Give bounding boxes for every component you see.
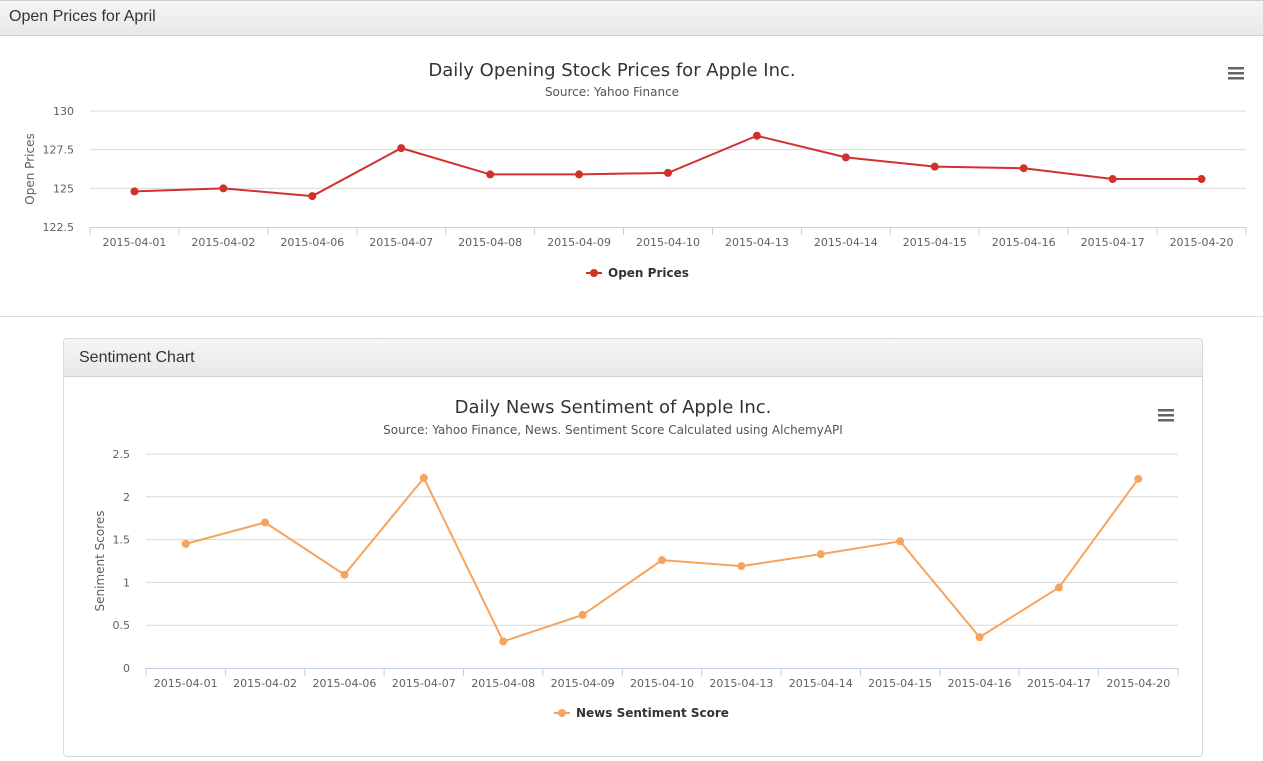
chart-title: Daily News Sentiment of Apple Inc. — [455, 397, 772, 418]
y-tick-label: 0.5 — [113, 619, 131, 632]
menu-icon-bar — [1228, 72, 1244, 75]
legend-marker — [590, 269, 598, 277]
y-tick-label: 2 — [123, 491, 130, 504]
data-point[interactable] — [486, 170, 495, 179]
data-point[interactable] — [575, 170, 584, 179]
data-point[interactable] — [841, 153, 850, 162]
x-tick-label: 2015-04-07 — [392, 677, 456, 690]
x-tick-label: 2015-04-06 — [312, 677, 376, 690]
legend-label[interactable]: Open Prices — [608, 266, 689, 280]
y-tick-label: 1.5 — [113, 534, 131, 547]
chart-subtitle: Source: Yahoo Finance, News. Sentiment S… — [383, 423, 843, 437]
x-tick-label: 2015-04-10 — [636, 236, 700, 249]
menu-icon-bar — [1228, 77, 1244, 80]
data-point[interactable] — [181, 539, 190, 548]
hamburger-menu-icon[interactable] — [1228, 67, 1244, 80]
x-tick-label: 2015-04-07 — [369, 236, 433, 249]
data-point[interactable] — [397, 144, 406, 153]
menu-icon-bar — [1158, 419, 1174, 422]
legend-label[interactable]: News Sentiment Score — [576, 706, 729, 720]
data-point[interactable] — [737, 562, 746, 571]
x-tick-label: 2015-04-17 — [1081, 236, 1145, 249]
data-point[interactable] — [930, 162, 939, 171]
y-tick-label: 0 — [123, 662, 130, 675]
data-point[interactable] — [752, 131, 761, 140]
sentiment-panel-header: Sentiment Chart — [64, 339, 1202, 377]
chart-title: Daily Opening Stock Prices for Apple Inc… — [428, 60, 795, 81]
data-point[interactable] — [1197, 175, 1206, 184]
open-prices-panel: Open Prices for April Daily Opening Stoc… — [0, 0, 1263, 317]
menu-icon-bar — [1228, 67, 1244, 70]
y-tick-label: 127.5 — [43, 144, 75, 157]
open-prices-panel-header: Open Prices for April — [0, 0, 1263, 36]
open-prices-chart: Daily Opening Stock Prices for Apple Inc… — [23, 60, 1247, 280]
x-tick-label: 2015-04-14 — [789, 677, 853, 690]
data-point[interactable] — [664, 168, 672, 177]
x-tick-label: 2015-04-13 — [709, 677, 773, 690]
y-tick-label: 125 — [53, 182, 74, 195]
x-tick-label: 2015-04-16 — [992, 236, 1056, 249]
x-tick-label: 2015-04-02 — [191, 236, 255, 249]
menu-icon-bar — [1158, 409, 1174, 412]
data-point[interactable] — [1019, 164, 1028, 173]
sentiment-chart: Daily News Sentiment of Apple Inc. Source… — [93, 397, 1179, 720]
x-tick-label: 2015-04-08 — [471, 677, 535, 690]
data-point[interactable] — [578, 610, 587, 619]
data-point[interactable] — [261, 518, 270, 527]
data-point[interactable] — [499, 637, 508, 646]
y-tick-label: 1 — [123, 576, 130, 589]
x-tick-label: 2015-04-01 — [102, 236, 166, 249]
x-tick-label: 2015-04-15 — [868, 677, 932, 690]
data-point[interactable] — [340, 570, 349, 579]
x-tick-label: 2015-04-17 — [1027, 677, 1091, 690]
x-tick-label: 2015-04-14 — [814, 236, 878, 249]
data-point[interactable] — [658, 556, 666, 565]
x-tick-label: 2015-04-09 — [551, 677, 615, 690]
y-axis-title: Seniment Scores — [93, 511, 107, 612]
menu-icon-bar — [1158, 414, 1174, 417]
x-tick-label: 2015-04-08 — [458, 236, 522, 249]
hamburger-menu-icon[interactable] — [1158, 409, 1174, 422]
data-point[interactable] — [308, 192, 317, 201]
chart-subtitle: Source: Yahoo Finance — [545, 85, 679, 99]
data-point[interactable] — [975, 633, 984, 642]
y-axis-title: Open Prices — [23, 133, 37, 204]
x-tick-label: 2015-04-02 — [233, 677, 297, 690]
x-tick-label: 2015-04-10 — [630, 677, 694, 690]
data-point[interactable] — [1134, 474, 1143, 483]
x-tick-label: 2015-04-01 — [154, 677, 218, 690]
panel-title-open-prices: Open Prices for April — [9, 8, 156, 25]
legend-marker — [558, 709, 566, 717]
x-tick-label: 2015-04-15 — [903, 236, 967, 249]
data-point[interactable] — [1108, 175, 1117, 184]
data-point[interactable] — [219, 184, 228, 193]
y-tick-label: 130 — [53, 105, 74, 118]
panel-title-sentiment: Sentiment Chart — [79, 349, 195, 366]
data-point[interactable] — [419, 473, 428, 482]
series-line — [134, 134, 1202, 198]
x-tick-label: 2015-04-13 — [725, 236, 789, 249]
y-tick-label: 2.5 — [113, 448, 131, 461]
x-tick-label: 2015-04-20 — [1106, 677, 1170, 690]
x-tick-label: 2015-04-20 — [1170, 236, 1234, 249]
data-point[interactable] — [130, 187, 139, 196]
sentiment-panel: Sentiment Chart Daily News Sentiment of … — [63, 338, 1203, 757]
x-tick-label: 2015-04-06 — [280, 236, 344, 249]
data-point[interactable] — [1054, 583, 1063, 592]
x-tick-label: 2015-04-09 — [547, 236, 611, 249]
data-point[interactable] — [896, 537, 905, 546]
data-point[interactable] — [816, 550, 825, 559]
y-tick-label: 122.5 — [43, 221, 75, 234]
x-tick-label: 2015-04-16 — [948, 677, 1012, 690]
